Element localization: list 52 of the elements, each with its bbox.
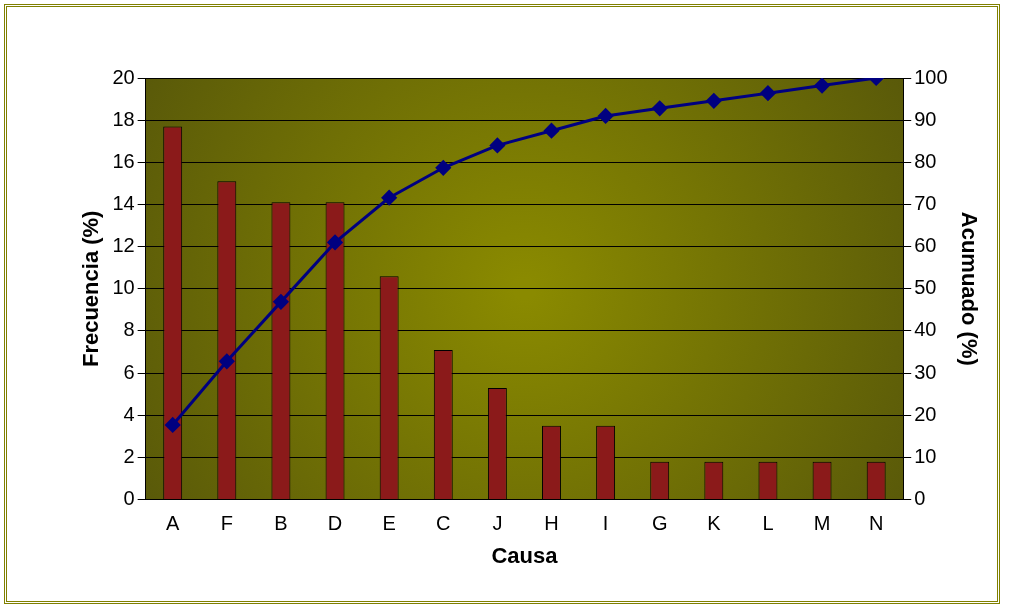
x-tick-label: D	[327, 512, 343, 535]
point	[652, 100, 668, 116]
x-tick-label: A	[166, 512, 181, 535]
point	[489, 137, 505, 153]
x-tick-label: B	[274, 512, 288, 535]
y-tick-label: 10	[112, 276, 135, 299]
y2-axis-title: Acumuado (%)	[956, 211, 982, 366]
x-tick-label: I	[602, 512, 609, 535]
y2-tick-label: 40	[914, 318, 937, 341]
x-tick-label: G	[651, 512, 668, 535]
point	[435, 160, 451, 176]
y-tick-label: 18	[112, 107, 135, 130]
x-tick-label: K	[707, 512, 722, 535]
point	[544, 123, 559, 139]
x-tick-label: J	[492, 512, 503, 535]
y2-tick-label: 50	[914, 276, 937, 299]
x-tick-label: F	[220, 512, 233, 535]
x-tick-label: M	[813, 512, 831, 535]
y2-tick-label: 10	[914, 444, 937, 467]
y-tick-label: 8	[123, 318, 135, 341]
y-tick-label: 20	[112, 65, 135, 88]
y2-tick-label: 90	[914, 107, 937, 130]
y2-tick-label: 100	[914, 65, 948, 88]
y-tick-label: 14	[112, 192, 135, 214]
y-tick-label: 2	[123, 444, 135, 467]
point	[381, 190, 397, 206]
y-tick-label: 6	[123, 360, 135, 383]
x-tick-label: L	[762, 512, 774, 535]
point	[760, 85, 776, 101]
x-tick-label: N	[868, 512, 884, 535]
y2-tick-label: 80	[914, 149, 937, 172]
y2-tick-label: 70	[914, 192, 937, 214]
y-tick-label: 4	[123, 402, 135, 425]
y2-tick-label: 20	[914, 402, 937, 425]
x-tick-label: E	[382, 512, 396, 535]
point	[273, 294, 289, 310]
y-tick-label: 12	[112, 234, 135, 257]
y-tick-label: 16	[112, 149, 135, 172]
point	[814, 78, 830, 94]
point	[165, 417, 181, 433]
x-tick-label: H	[544, 512, 559, 535]
y2-tick-label: 30	[914, 360, 937, 383]
point	[327, 234, 343, 250]
point	[598, 108, 614, 124]
x-tick-label: C	[436, 512, 451, 535]
y-axis-title: Frecuencia (%)	[78, 210, 104, 368]
y2-tick-label: 0	[914, 487, 926, 510]
x-axis-title: Causa	[491, 542, 559, 568]
y2-tick-label: 60	[914, 234, 937, 257]
point	[219, 353, 235, 369]
y-tick-label: 0	[123, 487, 135, 510]
point	[706, 93, 722, 109]
